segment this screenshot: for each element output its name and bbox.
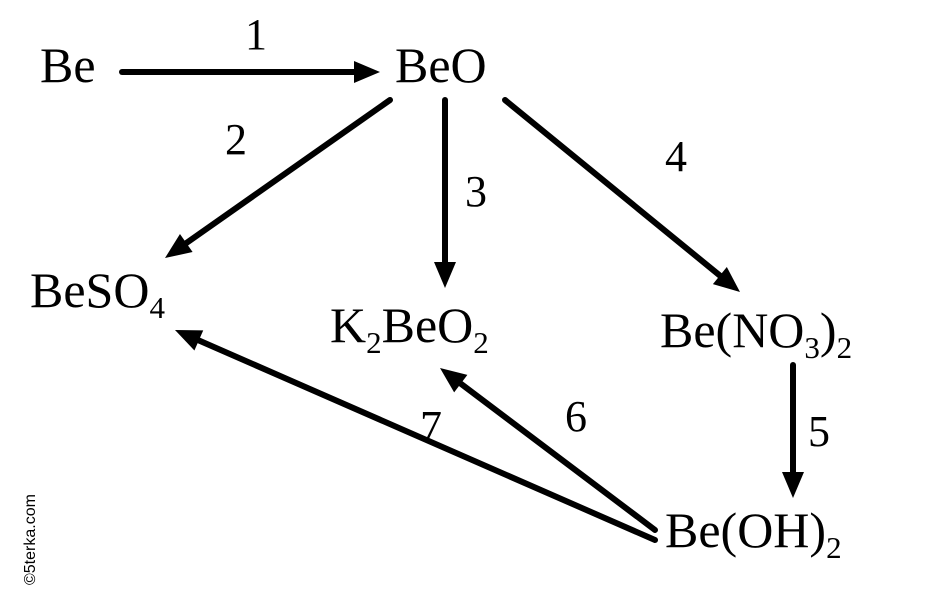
formula-beno32: Be(NO3)2	[660, 305, 852, 355]
formula-be: Be	[40, 40, 96, 90]
edge-label-2: 2	[225, 118, 247, 162]
edge-label-7: 7	[420, 405, 442, 449]
node-beno32: Be(NO3)2	[660, 305, 852, 355]
node-beoh2: Be(OH)2	[665, 505, 842, 555]
formula-k2beo2: K2BeO2	[330, 300, 489, 350]
edge-label-5: 5	[808, 410, 830, 454]
formula-beoh2: Be(OH)2	[665, 505, 842, 555]
edge-label-4: 4	[665, 135, 687, 179]
diagram-canvas: Be BeO BeSO4 K2BeO2 Be(NO3)2 Be(OH)2 1 2…	[0, 0, 940, 601]
formula-beo: BeO	[395, 40, 487, 90]
node-beo: BeO	[395, 40, 487, 90]
node-be: Be	[40, 40, 96, 90]
edge-label-1: 1	[245, 13, 267, 57]
formula-beso4: BeSO4	[30, 265, 165, 315]
node-beso4: BeSO4	[30, 265, 165, 315]
watermark: ©5terka.com	[22, 494, 40, 585]
edge-label-6: 6	[565, 395, 587, 439]
edge-label-3: 3	[465, 170, 487, 214]
node-k2beo2: K2BeO2	[330, 300, 489, 350]
